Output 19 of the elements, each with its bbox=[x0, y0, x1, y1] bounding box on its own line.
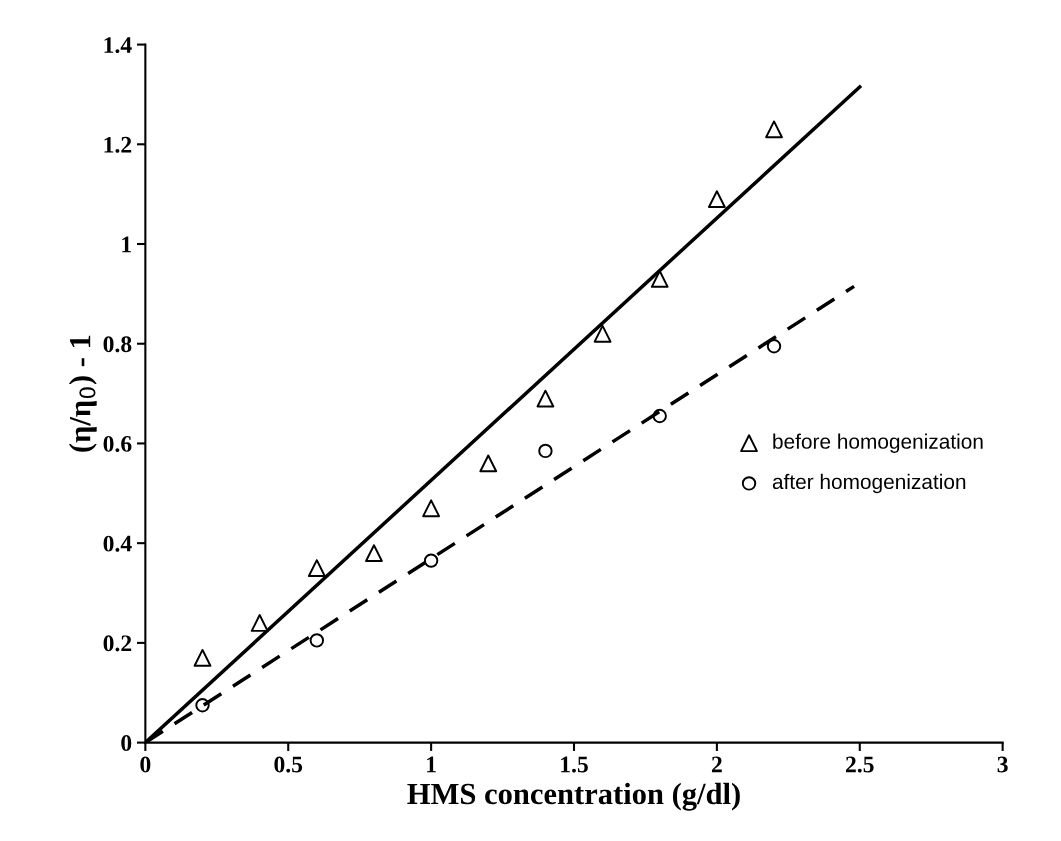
x-tick-label: 2 bbox=[711, 756, 722, 773]
y-tick-label: 1.4 bbox=[104, 37, 132, 54]
x-tick-label: 1.5 bbox=[561, 756, 588, 773]
x-tick-label: 0.5 bbox=[274, 756, 303, 773]
y-tick-label: 0.6 bbox=[103, 435, 132, 452]
y-axis-title: (η/η$_{0}$) - 1 bbox=[68, 335, 97, 452]
y-tick-label: 1.2 bbox=[104, 136, 132, 153]
x-tick-label: 3 bbox=[997, 756, 1008, 773]
y-tick-label: 0.8 bbox=[103, 336, 132, 353]
y-tick-label: 0.4 bbox=[103, 535, 132, 552]
x-tick-label: 1 bbox=[427, 756, 436, 773]
legend-label: after homogenization bbox=[772, 473, 966, 494]
y-tick-label: 0 bbox=[121, 735, 132, 752]
y-tick-label: 1 bbox=[122, 236, 131, 253]
x-axis-title: HMS concentration (g/dl) bbox=[407, 782, 740, 811]
y-tick-label: 0.2 bbox=[103, 635, 132, 652]
x-tick-label: 2.5 bbox=[846, 756, 874, 773]
legend-label: before homogenization bbox=[773, 433, 983, 453]
x-tick-label: 0 bbox=[140, 756, 151, 773]
